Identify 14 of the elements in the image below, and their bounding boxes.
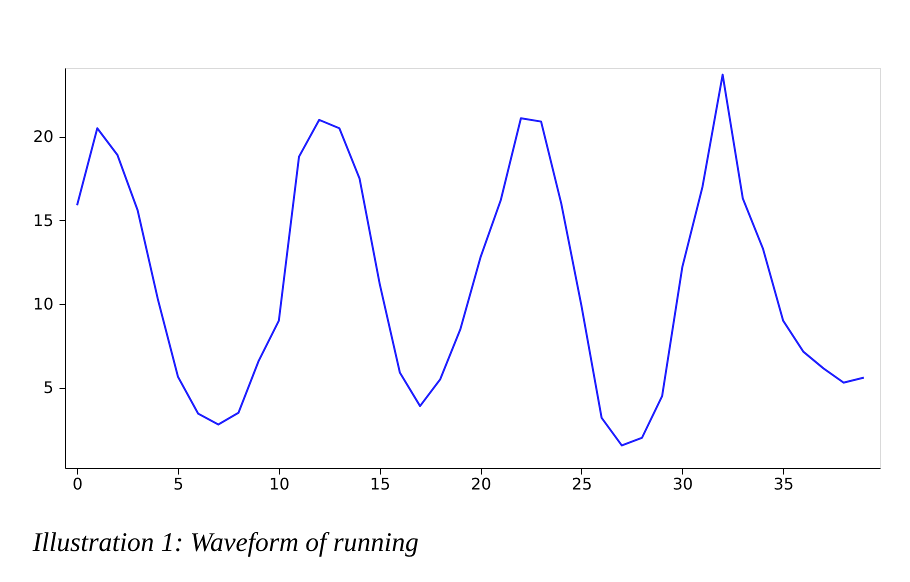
x-tick-label: 30 [672,474,693,494]
x-tick-label: 15 [370,474,390,494]
y-tick-label: 10 [33,294,54,314]
x-tick-label: 10 [269,474,290,494]
text: Illustration 1: Waveform of running [32,527,419,557]
x-tick-label: 20 [470,474,492,494]
x-tick-label: 25 [572,474,592,494]
line-series [76,74,865,446]
y-tick-label: 15 [33,210,54,230]
x-tick-label: 35 [773,474,794,494]
y-tick-label: 20 [33,127,54,146]
y-tick-label: 5 [43,378,54,398]
x-tick-label: 5 [173,474,184,494]
x-tick-label: 0 [72,474,83,494]
